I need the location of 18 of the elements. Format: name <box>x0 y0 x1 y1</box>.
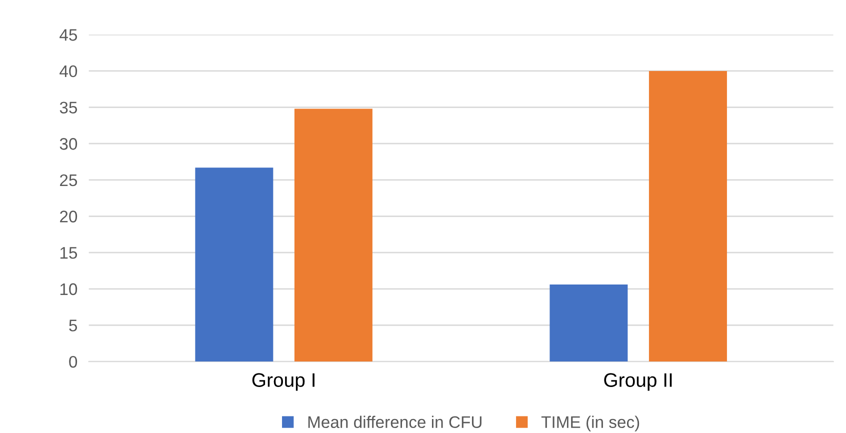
legend-label: Mean difference in CFU <box>308 416 482 428</box>
bar <box>648 70 727 362</box>
bar <box>294 108 372 362</box>
bar <box>195 168 274 362</box>
y-tick-label: 15 <box>60 247 78 259</box>
y-tick-label: 25 <box>60 174 78 186</box>
y-tick-label: 10 <box>60 283 78 296</box>
y-tick-label: 20 <box>60 210 78 222</box>
y-tick-label: 5 <box>69 320 78 332</box>
legend-label: TIME (in sec) <box>541 416 640 432</box>
y-tick-label: 0 <box>69 356 78 368</box>
y-tick-label: 35 <box>60 102 78 114</box>
x-tick-label: Group I <box>252 373 314 391</box>
y-tick-label: 40 <box>60 65 78 78</box>
x-tick-label: Group II <box>604 373 672 391</box>
y-tick-label: 45 <box>60 29 78 41</box>
bar <box>550 284 628 362</box>
y-tick-label: 30 <box>60 138 78 150</box>
